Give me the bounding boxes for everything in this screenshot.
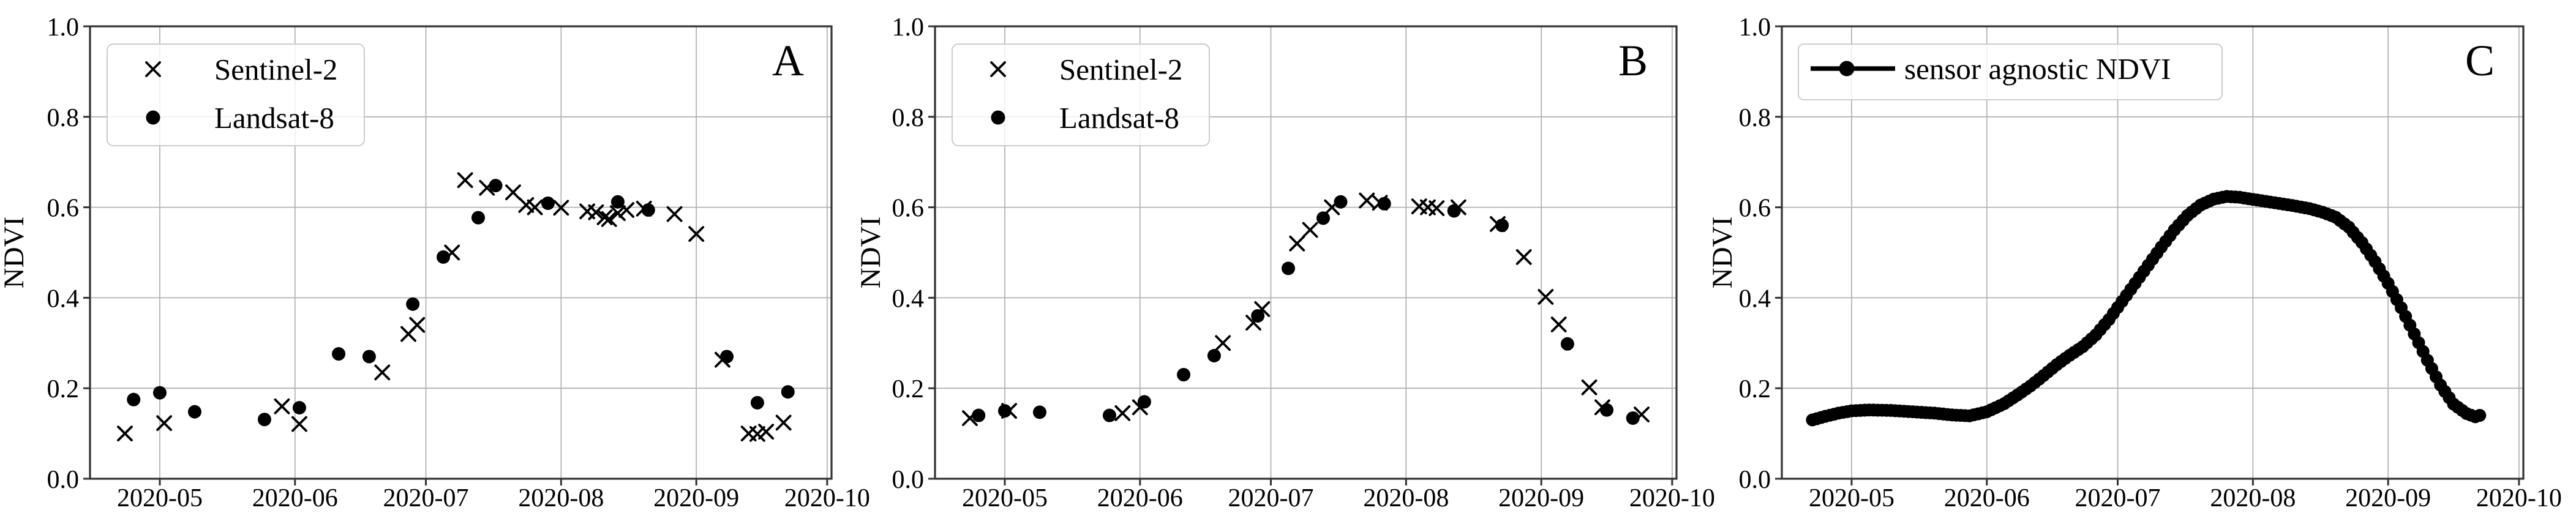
legend-label: sensor agnostic NDVI — [1904, 52, 2171, 86]
y-tick-label: 0.4 — [47, 285, 80, 313]
y-axis: 0.0 0.2 0.4 0.6 0.8 1.0 — [47, 13, 89, 494]
panel-b: 2020-05 2020-06 2020-07 2020-08 2020-09 2020-… — [855, 13, 1715, 512]
x-tick-label: 2020-10 — [784, 484, 870, 512]
y-axis-label: NDVI — [0, 217, 30, 288]
series-landsat-8 — [972, 195, 1640, 425]
x-tick-label: 2020-05 — [117, 484, 203, 512]
x-tick-label: 2020-06 — [1944, 484, 2030, 512]
x-tick-label: 2020-08 — [518, 484, 604, 512]
x-tick-label: 2020-08 — [2210, 484, 2296, 512]
axes-frame — [89, 25, 833, 480]
x-tick-label: 2020-05 — [1809, 484, 1894, 512]
panel-letter: C — [2465, 36, 2495, 85]
panel-letter: A — [772, 36, 804, 85]
x-axis: 2020-05 2020-06 2020-07 2020-08 2020-09 2020-… — [962, 479, 1715, 512]
y-tick-label: 0.0 — [47, 466, 80, 494]
y-axis-label: NDVI — [855, 217, 887, 288]
y-tick-label: 0.6 — [892, 195, 925, 223]
series-sentinel-2 — [962, 192, 1650, 426]
series-sentinel-2 — [117, 172, 792, 442]
y-tick-label: 0.6 — [1739, 195, 1771, 223]
x-tick-label: 2020-10 — [2476, 484, 2562, 512]
panel-a: 2020-05 2020-06 2020-07 2020-08 2020-09 2020-… — [0, 13, 870, 512]
x-tick-label: 2020-09 — [653, 484, 739, 512]
y-axis-label: NDVI — [1707, 217, 1738, 288]
axes-frame — [1781, 25, 2525, 480]
x-axis: 2020-05 2020-06 2020-07 2020-08 2020-09 2020-… — [1809, 479, 2562, 512]
legend-label: Sentinel-2 — [1059, 53, 1182, 86]
legend: Sentinel-2 Landsat-8 — [107, 43, 365, 146]
x-tick-label: 2020-09 — [1498, 484, 1584, 512]
y-tick-label: 0.2 — [892, 375, 925, 403]
y-tick-label: 0.8 — [1739, 104, 1771, 132]
panel-letter: B — [1618, 36, 1648, 85]
x-tick-label: 2020-06 — [252, 484, 338, 512]
y-axis: 0.0 0.2 0.4 0.6 0.8 1.0 — [892, 13, 934, 494]
x-axis: 2020-05 2020-06 2020-07 2020-08 2020-09 2020-… — [117, 479, 870, 512]
y-tick-label: 0.4 — [1739, 285, 1771, 313]
y-tick-label: 0.8 — [892, 104, 925, 132]
y-tick-label: 0.8 — [47, 104, 80, 132]
series-landsat-8 — [127, 179, 795, 427]
legend-label: Landsat-8 — [214, 101, 334, 135]
panel-c: 2020-05 2020-06 2020-07 2020-08 2020-09 2020-… — [1707, 13, 2562, 512]
y-tick-label: 1.0 — [892, 13, 925, 42]
x-tick-label: 2020-07 — [1228, 484, 1314, 512]
x-tick-label: 2020-10 — [1629, 484, 1715, 512]
legend: sensor agnostic NDVI — [1798, 43, 2223, 100]
y-tick-label: 1.0 — [47, 13, 80, 42]
y-tick-label: 0.6 — [47, 195, 80, 223]
y-tick-label: 0.2 — [47, 375, 80, 403]
series-sensor-agnostic-ndvi — [1806, 190, 2487, 427]
x-tick-label: 2020-05 — [962, 484, 1048, 512]
y-tick-label: 0.0 — [1739, 466, 1771, 494]
legend-label: Sentinel-2 — [214, 53, 337, 86]
x-tick-label: 2020-09 — [2345, 484, 2431, 512]
x-tick-label: 2020-06 — [1097, 484, 1183, 512]
legend: Sentinel-2 Landsat-8 — [952, 43, 1210, 146]
x-tick-label: 2020-07 — [383, 484, 469, 512]
y-axis: 0.0 0.2 0.4 0.6 0.8 1.0 — [1739, 13, 1781, 494]
x-tick-label: 2020-07 — [2075, 484, 2161, 512]
y-tick-label: 0.0 — [892, 466, 925, 494]
y-tick-label: 1.0 — [1739, 13, 1771, 42]
axes-frame — [934, 25, 1678, 480]
x-tick-label: 2020-08 — [1363, 484, 1449, 512]
legend-label: Landsat-8 — [1059, 101, 1179, 135]
y-tick-label: 0.2 — [1739, 375, 1771, 403]
y-tick-label: 0.4 — [892, 285, 925, 313]
